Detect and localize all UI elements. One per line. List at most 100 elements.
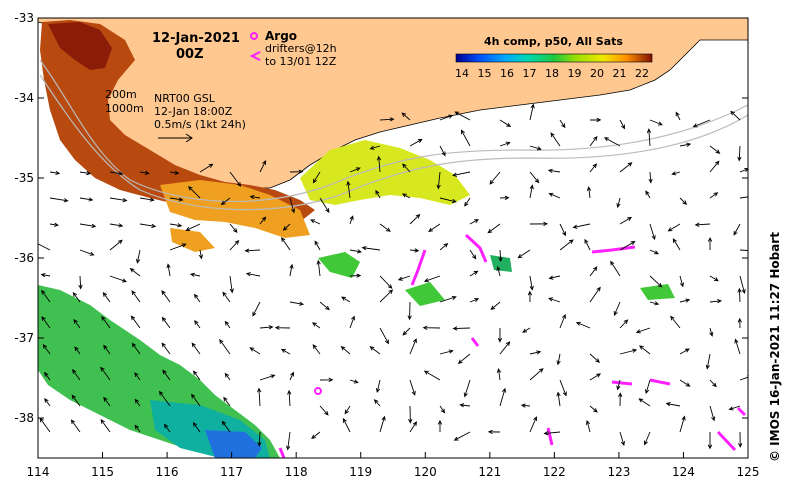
- current-vector: [679, 275, 684, 288]
- current-vector: [548, 275, 561, 280]
- current-vector: [457, 353, 471, 364]
- current-vector: [619, 319, 629, 329]
- current-vector: [709, 379, 717, 388]
- current-vector: [589, 163, 597, 173]
- current-vector: [437, 419, 443, 433]
- sst-hot-core: [48, 22, 112, 70]
- current-vector: [257, 387, 262, 407]
- current-vector: [672, 238, 681, 251]
- sst-green-patch-4: [490, 255, 512, 272]
- current-vector: [739, 248, 748, 253]
- current-vector: [619, 431, 625, 447]
- current-vector: [109, 239, 123, 251]
- current-vector: [229, 239, 240, 251]
- current-vector: [341, 296, 351, 303]
- current-vector: [464, 197, 471, 207]
- current-vector: [645, 379, 651, 395]
- current-vector: [319, 405, 329, 416]
- current-vector: [44, 397, 51, 407]
- colorbar-tick-label: 20: [590, 67, 604, 80]
- current-vector: [613, 301, 621, 316]
- current-vector: [490, 301, 501, 311]
- current-vector: [78, 275, 83, 290]
- sst-yellow-band: [300, 140, 470, 205]
- colorbar-tick-label: 22: [635, 67, 649, 80]
- current-vector: [439, 349, 454, 355]
- current-vector: [274, 325, 291, 330]
- x-tick-label: 121: [478, 465, 501, 479]
- current-vectors: [38, 103, 748, 451]
- drifter-label-2: to 13/01 12Z: [265, 55, 337, 68]
- current-vector: [618, 392, 623, 407]
- current-vector: [109, 275, 128, 283]
- current-vector: [161, 316, 171, 329]
- current-vector: [728, 405, 741, 411]
- current-vector: [649, 275, 663, 288]
- current-vector: [436, 171, 441, 190]
- current-vector: [694, 222, 711, 227]
- current-vector: [103, 396, 111, 407]
- current-vector: [41, 316, 51, 329]
- x-tick-label: 120: [414, 465, 437, 479]
- current-vector: [79, 197, 94, 202]
- current-vector: [737, 317, 742, 329]
- current-vector: [646, 128, 652, 147]
- current-vector: [559, 119, 566, 129]
- current-vector: [221, 420, 231, 433]
- x-tick-label: 125: [737, 465, 760, 479]
- current-vector: [281, 236, 291, 251]
- current-vector: [130, 315, 141, 329]
- current-vector: [649, 223, 656, 241]
- current-vector: [42, 344, 51, 355]
- current-vector: [249, 194, 261, 200]
- current-vector: [188, 185, 201, 199]
- current-vector: [589, 405, 598, 413]
- current-vector: [739, 196, 748, 199]
- x-tick-label: 117: [220, 465, 243, 479]
- current-vector: [163, 423, 171, 433]
- current-vector: [401, 193, 411, 199]
- current-vector: [379, 223, 391, 232]
- current-vector: [312, 344, 321, 355]
- x-axis: 114 115 116 117 118 119 120 121 122 123 124 125: [27, 452, 760, 479]
- current-vector: [259, 325, 274, 330]
- argo-label: Argo: [265, 29, 297, 43]
- current-vector: [379, 415, 386, 433]
- isobath-lines: [39, 59, 748, 211]
- current-vector: [224, 320, 231, 329]
- current-vector: [709, 299, 723, 304]
- current-vector: [487, 429, 501, 435]
- current-vector: [499, 387, 507, 407]
- current-vector: [559, 379, 567, 397]
- current-vector: [665, 402, 681, 407]
- current-vector: [38, 241, 51, 251]
- current-vector: [589, 266, 598, 277]
- current-vector: [72, 369, 81, 381]
- colorbar-tick-label: 19: [568, 67, 582, 80]
- current-vector: [692, 119, 711, 128]
- current-vector: [109, 197, 128, 203]
- current-vector: [469, 270, 479, 277]
- current-vector: [409, 421, 418, 433]
- plot-frame: [37, 17, 749, 459]
- current-vector: [346, 180, 351, 199]
- current-vector: [498, 249, 503, 263]
- current-vector: [161, 290, 171, 303]
- current-vector: [575, 321, 591, 329]
- current-vector: [638, 398, 651, 407]
- current-vector: [705, 353, 711, 370]
- current-vector: [423, 370, 441, 381]
- current-vector: [49, 170, 61, 176]
- current-vector: [556, 391, 561, 407]
- y-tick-label: -36: [14, 251, 34, 265]
- current-vector: [675, 111, 681, 121]
- current-vector: [229, 275, 234, 294]
- current-vector: [522, 327, 531, 333]
- current-vector: [220, 197, 231, 206]
- current-vector: [349, 379, 359, 384]
- current-vector: [739, 275, 746, 295]
- current-vector: [409, 138, 423, 147]
- current-vector: [527, 290, 533, 303]
- y-tick-label: -33: [14, 11, 34, 25]
- current-vector: [169, 223, 183, 228]
